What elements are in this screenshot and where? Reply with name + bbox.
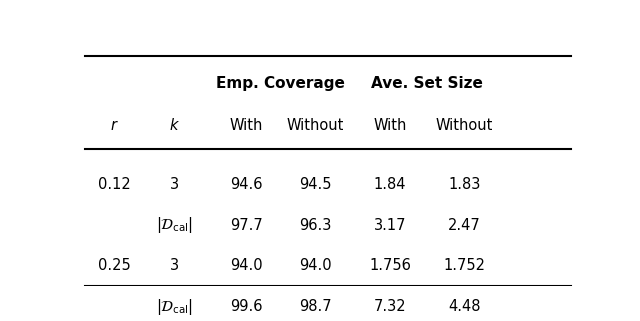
Text: 3.17: 3.17	[374, 218, 406, 233]
Text: 3: 3	[170, 177, 179, 192]
Text: 0.12: 0.12	[99, 177, 131, 192]
Text: 1.752: 1.752	[444, 258, 485, 273]
Text: 2.47: 2.47	[448, 218, 481, 233]
Text: 99.6: 99.6	[230, 299, 262, 314]
Text: 7.32: 7.32	[374, 299, 406, 314]
Text: With: With	[230, 117, 263, 133]
Text: $|\mathcal{D}_{\mathrm{cal}}|$: $|\mathcal{D}_{\mathrm{cal}}|$	[156, 215, 193, 235]
Text: Without: Without	[287, 117, 344, 133]
Text: 1.83: 1.83	[448, 177, 481, 192]
Text: $k$: $k$	[169, 117, 180, 133]
Text: 94.6: 94.6	[230, 177, 262, 192]
Text: 1.756: 1.756	[369, 258, 411, 273]
Text: 0.25: 0.25	[99, 258, 131, 273]
Text: 98.7: 98.7	[300, 299, 332, 314]
Text: 97.7: 97.7	[230, 218, 262, 233]
Text: $r$: $r$	[110, 117, 119, 133]
Text: $|\mathcal{D}_{\mathrm{cal}}|$: $|\mathcal{D}_{\mathrm{cal}}|$	[156, 297, 193, 317]
Text: Emp. Coverage: Emp. Coverage	[216, 75, 346, 91]
Text: 94.5: 94.5	[300, 177, 332, 192]
Text: 94.0: 94.0	[230, 258, 262, 273]
Text: With: With	[373, 117, 406, 133]
Text: 94.0: 94.0	[300, 258, 332, 273]
Text: 4.48: 4.48	[448, 299, 481, 314]
Text: Ave. Set Size: Ave. Set Size	[371, 75, 483, 91]
Text: Without: Without	[436, 117, 493, 133]
Text: 1.84: 1.84	[374, 177, 406, 192]
Text: 96.3: 96.3	[300, 218, 332, 233]
Text: 3: 3	[170, 258, 179, 273]
